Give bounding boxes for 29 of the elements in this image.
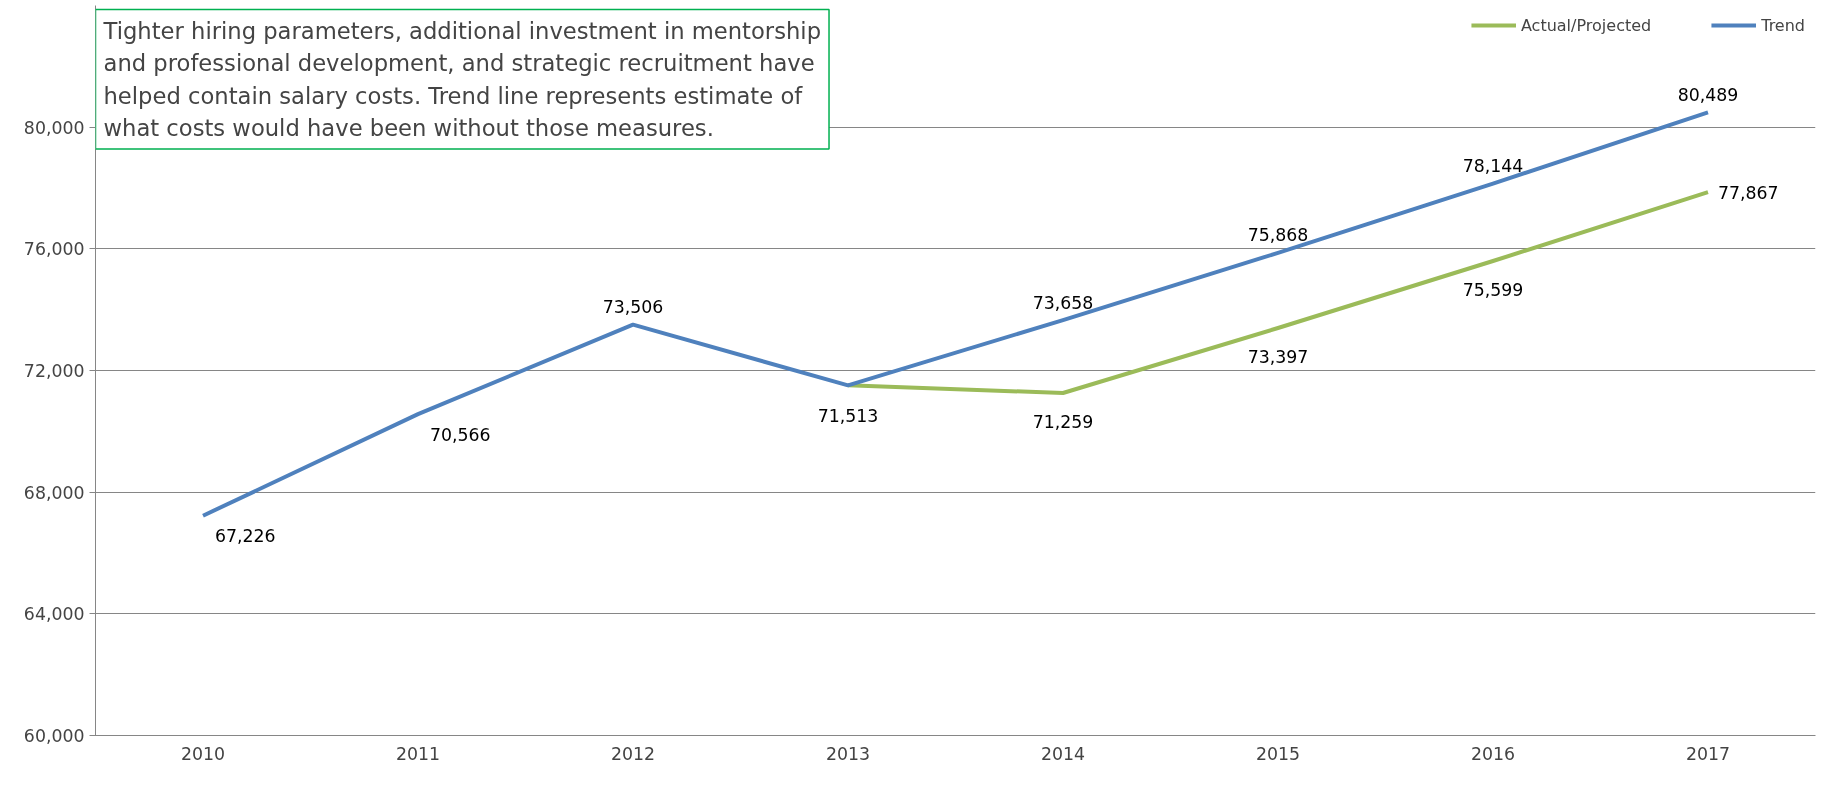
legend-label: Actual/Projected <box>1520 15 1652 35</box>
data-label: 75,599 <box>1462 279 1524 300</box>
x-tick-label: 2010 <box>180 743 226 764</box>
x-tick-label: 2013 <box>825 743 871 764</box>
data-label: 75,868 <box>1247 225 1309 246</box>
y-tick-label: 72,000 <box>23 361 85 381</box>
y-tick-label: 68,000 <box>23 482 85 503</box>
y-tick-label: 64,000 <box>23 604 85 625</box>
x-tick-label: 2011 <box>395 743 441 764</box>
data-label: 71,259 <box>1032 411 1094 432</box>
data-label: 73,397 <box>1247 346 1309 367</box>
y-tick-label: 80,000 <box>23 117 85 138</box>
y-tick-label: 60,000 <box>23 726 85 746</box>
data-label: 67,226 <box>215 526 276 547</box>
data-label: 71,513 <box>817 405 879 426</box>
legend-label: Trend <box>1761 15 1805 35</box>
x-tick-label: 2016 <box>1470 743 1516 764</box>
x-tick-label: 2017 <box>1685 743 1731 764</box>
data-label: 77,867 <box>1718 182 1779 203</box>
data-label: 78,144 <box>1462 156 1524 177</box>
data-label: 73,506 <box>602 297 664 318</box>
data-label: 70,566 <box>430 424 491 445</box>
x-tick-label: 2014 <box>1040 743 1086 764</box>
x-tick-label: 2015 <box>1255 743 1301 764</box>
annotation: Tighter hiring parameters, additional investment in mentorship and professional development, and strategic recruitment have helped contain salary costs. Trend line represents estimate of what costs would have been without those measures. <box>102 17 822 141</box>
data-label: 80,489 <box>1677 84 1739 105</box>
data-label: 73,658 <box>1032 292 1094 313</box>
y-tick-label: 76,000 <box>23 239 85 260</box>
x-tick-label: 2012 <box>610 743 656 764</box>
